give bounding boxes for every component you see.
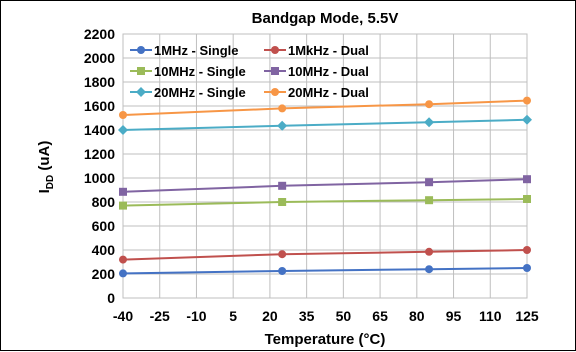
series-20mhz-dual — [119, 96, 531, 119]
data-point — [523, 264, 531, 272]
y-tick-label: 1200 — [84, 146, 115, 162]
data-point — [278, 250, 287, 259]
x-tick-label: 125 — [515, 308, 539, 324]
series-line — [122, 118, 528, 131]
data-point — [277, 120, 288, 131]
x-tick-label: 110 — [479, 308, 502, 324]
legend-marker — [271, 46, 279, 54]
legend-label: 20MHz - Dual — [288, 85, 369, 100]
data-point — [119, 255, 127, 264]
data-point — [523, 195, 531, 203]
y-tick-label: 1000 — [84, 170, 115, 186]
series-10mhz-dual — [119, 175, 531, 196]
y-axis-title-sub: DD — [45, 175, 56, 189]
chart-title: Bandgap Mode, 5.5V — [252, 10, 399, 27]
gridlines — [122, 33, 528, 299]
y-tick-label: 1800 — [84, 74, 115, 90]
legend-entry: 10MHz - Dual — [264, 64, 369, 79]
y-axis-title-rest: (uA) — [36, 141, 53, 175]
series-1mhz-single — [119, 264, 531, 278]
data-point — [424, 117, 435, 128]
axes: 0 200 400 600 800 1000 1200 1400 1600 1800 2000 220… — [84, 26, 539, 324]
x-tick-label: 50 — [336, 308, 352, 324]
legend-marker — [136, 87, 146, 97]
data-point — [523, 175, 531, 184]
data-point — [425, 178, 434, 187]
data-point — [119, 111, 127, 119]
data-point — [523, 96, 531, 105]
y-tick-label: 1400 — [84, 122, 115, 138]
legend-label: 10MHz - Single — [154, 64, 246, 79]
x-tick-label: 95 — [446, 308, 462, 324]
y-tick-label: 1600 — [84, 98, 115, 114]
y-tick-label: 600 — [92, 218, 116, 234]
x-tick-label: -40 — [113, 308, 133, 324]
x-tick-label: 5 — [229, 308, 237, 324]
series-1mkhz-dual — [119, 246, 531, 264]
legend-marker — [137, 67, 145, 75]
series-line — [122, 99, 528, 116]
legend-label: 1MkHz - Dual — [288, 43, 369, 58]
x-tick-label: -10 — [186, 308, 206, 324]
x-tick-label: 35 — [299, 308, 315, 324]
y-tick-label: 400 — [92, 242, 116, 258]
legend-entry: 20MHz - Single — [130, 85, 246, 100]
x-axis-title: Temperature (°C) — [265, 331, 386, 348]
data-point — [119, 201, 127, 210]
legend-entry: 1MHz - Single — [130, 43, 239, 58]
data-point — [523, 246, 531, 254]
series-10mhz-single — [119, 195, 531, 210]
x-tick-label: 65 — [372, 308, 388, 324]
series-line — [122, 267, 528, 275]
y-tick-label: 800 — [92, 194, 116, 210]
y-tick-label: 2200 — [84, 26, 115, 42]
data-point — [278, 198, 287, 206]
series-line — [122, 198, 528, 207]
x-tick-label: 80 — [409, 308, 425, 324]
legend-entry: 20MHz - Dual — [264, 85, 369, 100]
legend-label: 1MHz - Single — [154, 43, 239, 58]
legend-marker — [271, 67, 279, 75]
y-tick-label: 0 — [107, 290, 115, 306]
data-point — [425, 100, 434, 109]
data-point — [118, 125, 128, 135]
y-tick-label: 200 — [92, 266, 116, 282]
series-line — [122, 249, 528, 261]
data-point — [119, 269, 127, 278]
data-point — [278, 267, 287, 275]
data-point — [425, 265, 434, 274]
data-point — [278, 181, 287, 190]
x-tick-label: 20 — [262, 308, 278, 324]
series-layer — [118, 96, 532, 278]
data-point — [278, 104, 287, 113]
legend-entry: 1MkHz - Dual — [264, 43, 369, 58]
x-tick-label: -25 — [150, 308, 170, 324]
data-point — [425, 196, 434, 205]
data-point — [425, 247, 434, 256]
data-point — [522, 114, 532, 125]
y-axis-title-main: I — [36, 189, 53, 193]
y-axis-title: IDD (uA) — [36, 141, 56, 194]
data-point — [119, 187, 127, 196]
legend-label: 20MHz - Single — [154, 85, 246, 100]
legend-label: 10MHz - Dual — [288, 64, 369, 79]
y-tick-label: 2000 — [84, 50, 115, 66]
legend-marker — [271, 88, 279, 96]
series-line — [122, 178, 528, 193]
legend-entry: 10MHz - Single — [130, 64, 246, 79]
series-20mhz-single — [118, 114, 532, 135]
legend: 1MHz - Single 1MkHz - Dual 10MHz - Single 1… — [130, 43, 369, 100]
legend-marker — [137, 46, 145, 54]
